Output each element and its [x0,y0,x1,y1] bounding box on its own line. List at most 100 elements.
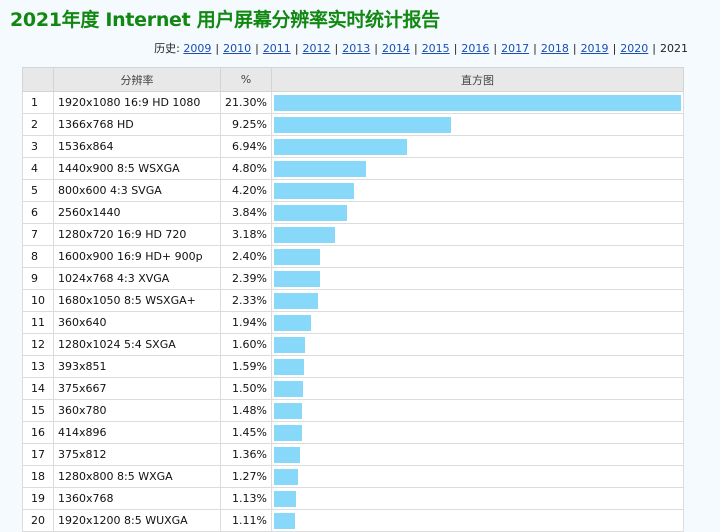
histogram-cell [270,355,685,378]
history-link-2019[interactable]: 2019 [580,42,609,55]
table-row: 1 1920x1080 16:9 HD 1080 21.30% [22,91,685,114]
rank: 3 [22,135,54,158]
table-row: 10 1680x1050 8:5 WSXGA+ 2.33% [22,289,685,312]
history-link-2012[interactable]: 2012 [302,42,331,55]
rank: 11 [22,311,54,334]
separator: | [652,42,656,55]
percent: 1.36% [220,443,272,466]
resolution-table: 分辨率 % 直方图 1 1920x1080 16:9 HD 1080 21.30… [22,67,685,532]
separator: | [572,42,577,55]
histogram-bar [273,424,302,441]
resolution-name: 1440x900 8:5 WSXGA [53,157,221,180]
resolution-name: 1280x720 16:9 HD 720 [53,223,221,246]
histogram-cell [270,91,685,114]
histogram-bar [273,512,296,529]
rank: 13 [22,355,54,378]
histogram-bar [273,204,348,221]
histogram-bar [273,468,299,485]
history-link-2013[interactable]: 2013 [342,42,371,55]
rank: 5 [22,179,54,202]
history-label: 历史: [154,42,180,55]
histogram-bar [273,292,319,309]
percent: 1.59% [220,355,272,378]
percent: 1.45% [220,421,272,444]
percent: 9.25% [220,113,272,136]
percent: 6.94% [220,135,272,158]
histogram-cell [270,421,685,444]
resolution-name: 1024x768 4:3 XVGA [53,267,221,290]
histogram-cell [270,113,685,136]
table-row: 19 1360x768 1.13% [22,487,685,510]
separator: | [294,42,299,55]
histogram-bar [273,336,305,353]
rank: 18 [22,465,54,488]
resolution-name: 393x851 [53,355,221,378]
histogram-bar [273,446,300,463]
table-row: 2 1366x768 HD 9.25% [22,113,685,136]
header-resolution: 分辨率 [53,67,221,92]
histogram-bar [273,402,303,419]
rank: 9 [22,267,54,290]
histogram-bar [273,182,355,199]
separator: | [255,42,259,55]
history-link-2018[interactable]: 2018 [540,42,569,55]
history-link-2010[interactable]: 2010 [223,42,252,55]
table-row: 15 360x780 1.48% [22,399,685,422]
resolution-name: 1600x900 16:9 HD+ 900p [53,245,221,268]
table-row: 5 800x600 4:3 SVGA 4.20% [22,179,685,202]
resolution-name: 1280x1024 5:4 SXGA [53,333,221,356]
history-link-2009[interactable]: 2009 [183,42,212,55]
table-row: 4 1440x900 8:5 WSXGA 4.80% [22,157,685,180]
histogram-bar [273,116,451,133]
percent: 21.30% [220,91,272,114]
histogram-bar [273,138,407,155]
table-row: 11 360x640 1.94% [22,311,685,334]
separator: | [453,42,458,55]
header-histogram: 直方图 [270,67,685,92]
separator: | [493,42,498,55]
table-row: 18 1280x800 8:5 WXGA 1.27% [22,465,685,488]
histogram-cell [270,333,685,356]
percent: 2.40% [220,245,272,268]
percent: 1.50% [220,377,272,400]
history-link-2015[interactable]: 2015 [421,42,450,55]
histogram-cell [270,311,685,334]
history-link-2016[interactable]: 2016 [461,42,490,55]
history-nav: 历史: 2009 | 2010 | 2011 | 2012 | 2013 | 2014 | 2015 | 2… [154,40,688,56]
histogram-bar [273,248,320,265]
histogram-cell [270,509,685,532]
page-title: 2021年度 Internet 用户屏幕分辨率实时统计报告 [10,9,440,31]
table-row: 3 1536x864 6.94% [22,135,685,158]
resolution-name: 1920x1080 16:9 HD 1080 [53,91,221,114]
histogram-bar [273,226,335,243]
history-link-2020[interactable]: 2020 [620,42,649,55]
rank: 20 [22,509,54,532]
history-link-2014[interactable]: 2014 [381,42,410,55]
rank: 12 [22,333,54,356]
histogram-cell [270,179,685,202]
separator: | [374,42,378,55]
history-link-2017[interactable]: 2017 [501,42,530,55]
percent: 4.20% [220,179,272,202]
header-percent: % [220,67,272,92]
histogram-cell [270,289,685,312]
table-header: 分辨率 % 直方图 [22,67,685,92]
percent: 1.11% [220,509,272,532]
percent: 2.33% [220,289,272,312]
histogram-cell [270,245,685,268]
percent: 1.48% [220,399,272,422]
resolution-name: 360x640 [53,311,221,334]
histogram-bar [273,160,366,177]
histogram-bar [273,380,303,397]
histogram-cell [270,135,685,158]
rank: 4 [22,157,54,180]
percent: 1.60% [220,333,272,356]
rank: 15 [22,399,54,422]
history-link-2011[interactable]: 2011 [262,42,291,55]
resolution-name: 1360x768 [53,487,221,510]
histogram-bar [273,270,320,287]
histogram-cell [270,443,685,466]
rank: 1 [22,91,54,114]
resolution-name: 360x780 [53,399,221,422]
table-row: 12 1280x1024 5:4 SXGA 1.60% [22,333,685,356]
